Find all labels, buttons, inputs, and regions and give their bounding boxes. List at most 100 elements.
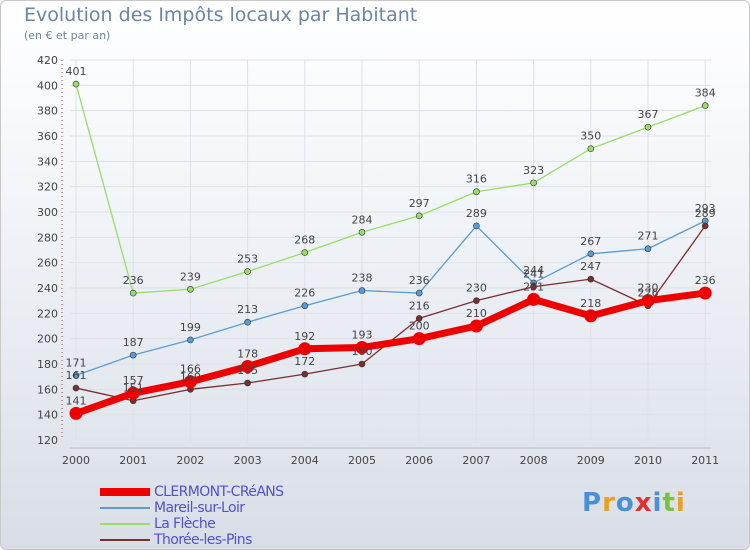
- data-point: [473, 188, 480, 196]
- y-tick-label: 120: [37, 434, 58, 447]
- data-label: 230: [466, 282, 487, 295]
- data-label: 236: [123, 274, 144, 287]
- y-tick-label: 340: [37, 155, 58, 168]
- data-label: 165: [237, 364, 258, 377]
- legend-item: Mareil-sur-Loir: [100, 500, 330, 516]
- data-point: [644, 245, 652, 253]
- data-point: [69, 406, 83, 420]
- data-label: 350: [580, 130, 601, 143]
- line-chart: 120 140 160 180 200 220 240 260 280 300 320 340 360 3…: [37, 54, 719, 467]
- data-point: [412, 332, 426, 346]
- data-point: [187, 336, 194, 344]
- data-label: 236: [409, 274, 430, 287]
- data-label: 289: [466, 207, 487, 220]
- y-tick-label: 220: [37, 307, 58, 320]
- legend-label: Mareil-sur-Loir: [154, 500, 245, 516]
- legend: CLERMONT-CRéANS Mareil-sur-Loir La Flèche T…: [100, 484, 330, 548]
- y-tick-label: 420: [37, 54, 58, 67]
- data-label: 193: [352, 329, 373, 342]
- data-label: 171: [66, 356, 87, 369]
- data-label: 239: [180, 270, 201, 283]
- data-label: 226: [638, 287, 659, 300]
- data-point: [187, 285, 194, 293]
- data-point: [415, 212, 423, 220]
- data-label: 284: [352, 213, 373, 226]
- data-point: [72, 80, 80, 88]
- data-point: [358, 287, 366, 294]
- legend-item: CLERMONT-CRéANS: [100, 484, 330, 500]
- data-point: [244, 268, 251, 275]
- data-label: 210: [466, 307, 487, 320]
- data-label: 200: [409, 320, 430, 333]
- legend-swatch: [100, 523, 150, 525]
- x-tick-label: 2005: [348, 454, 376, 467]
- data-label: 172: [294, 355, 315, 368]
- y-tick-label: 320: [37, 181, 58, 194]
- data-label: 187: [123, 336, 144, 349]
- data-point: [530, 283, 537, 291]
- legend-swatch: [100, 507, 150, 509]
- data-point: [415, 289, 423, 297]
- data-label: 247: [580, 260, 601, 273]
- x-tick-label: 2006: [405, 454, 433, 467]
- data-label: 160: [180, 370, 201, 383]
- data-label: 241: [523, 268, 544, 281]
- series-line: [75, 83, 706, 294]
- data-point: [126, 386, 140, 400]
- chart-subtitle: (en € et par an): [24, 29, 111, 42]
- legend-swatch: [100, 488, 150, 496]
- x-tick-label: 2002: [176, 454, 204, 467]
- data-point: [358, 228, 366, 236]
- data-label: 178: [237, 348, 258, 361]
- data-label: 297: [409, 197, 430, 210]
- data-point: [587, 275, 595, 283]
- data-point: [244, 379, 251, 387]
- data-label: 141: [66, 394, 87, 407]
- data-label: 401: [66, 65, 87, 78]
- x-tick-label: 2010: [634, 454, 662, 467]
- data-label: 236: [695, 274, 716, 287]
- data-label: 293: [695, 202, 716, 215]
- data-label: 323: [523, 164, 544, 177]
- legend-item: Thorée-les-Pins: [100, 532, 330, 548]
- data-label: 384: [695, 87, 716, 100]
- data-point: [183, 375, 197, 389]
- data-point: [358, 360, 366, 368]
- data-point: [129, 351, 137, 359]
- data-label: 267: [580, 235, 601, 248]
- y-tick-label: 200: [37, 333, 58, 346]
- data-label: 151: [123, 382, 144, 395]
- data-label: 161: [66, 369, 87, 382]
- data-label: 218: [580, 297, 601, 310]
- data-point: [301, 370, 309, 378]
- data-point: [469, 319, 483, 333]
- legend-label: Thorée-les-Pins: [154, 532, 252, 548]
- data-point: [698, 286, 712, 300]
- data-point: [355, 341, 369, 355]
- data-point: [527, 292, 541, 306]
- x-tick-label: 2003: [234, 454, 262, 467]
- chart-title: Evolution des Impôts locaux par Habitant: [24, 4, 418, 26]
- y-tick-label: 400: [37, 79, 58, 92]
- x-tick-label: 2004: [291, 454, 319, 467]
- x-tick-label: 2000: [62, 454, 90, 467]
- data-label: 157: [123, 374, 144, 387]
- data-label: 238: [352, 272, 373, 285]
- data-point: [587, 250, 595, 258]
- y-tick-label: 180: [37, 358, 58, 371]
- data-point: [72, 384, 80, 392]
- data-point: [241, 360, 255, 374]
- data-label: 199: [180, 321, 201, 334]
- data-point: [301, 302, 309, 310]
- x-tick-label: 2009: [577, 454, 605, 467]
- data-label: 192: [294, 330, 315, 343]
- data-point: [298, 342, 312, 356]
- data-label: 268: [294, 234, 315, 247]
- data-point: [301, 249, 309, 256]
- data-label: 367: [638, 108, 659, 121]
- data-label: 316: [466, 173, 487, 186]
- data-point: [701, 222, 709, 230]
- y-tick-label: 160: [37, 383, 58, 396]
- data-label: 226: [294, 287, 315, 300]
